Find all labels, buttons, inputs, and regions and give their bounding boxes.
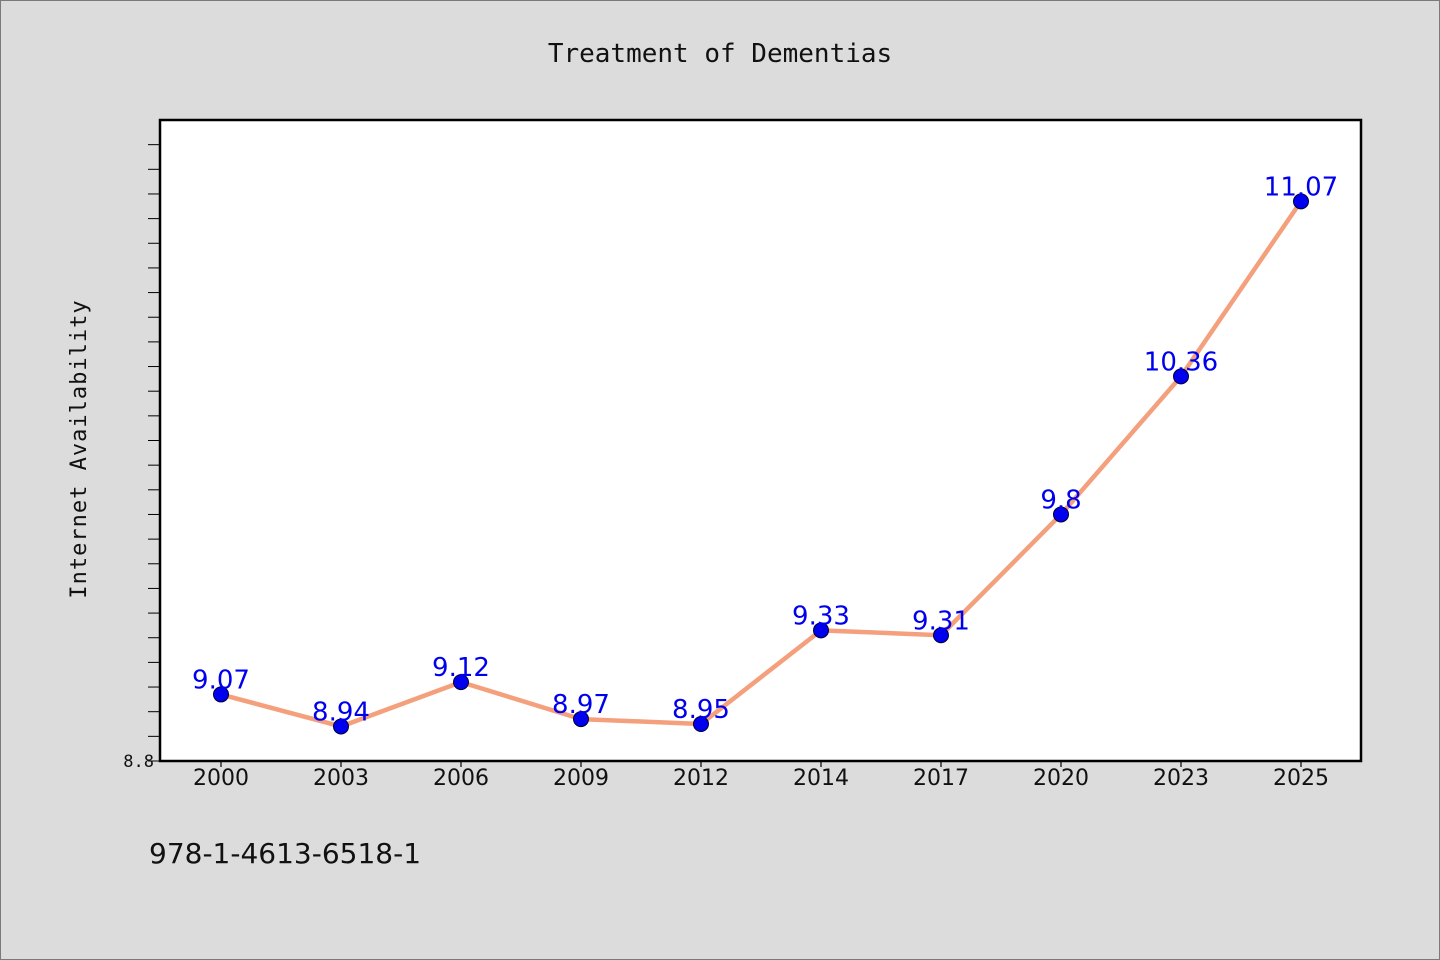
y-tick-label: 8.8 [123, 752, 154, 772]
x-tick-label: 2009 [553, 766, 609, 791]
x-tick-label: 2017 [913, 766, 969, 791]
plot-area [158, 118, 1363, 763]
data-point [333, 718, 349, 735]
footnote-isbn: 978-1-4613-6518-1 [149, 837, 421, 870]
x-tick-label: 2012 [673, 766, 729, 791]
data-point [813, 622, 829, 639]
y-axis-label: Internet Availability [67, 299, 92, 598]
data-markers [213, 193, 1309, 735]
x-tick-label: 2020 [1033, 766, 1089, 791]
series-line-group [218, 199, 1304, 729]
data-point [1173, 368, 1189, 385]
chart-title: Treatment of Dementias [548, 39, 892, 69]
data-point [213, 686, 229, 703]
data-label: 9.8 [1040, 485, 1081, 515]
x-tick-label: 2025 [1273, 766, 1329, 791]
data-label: 9.33 [792, 601, 850, 631]
data-point [573, 711, 589, 728]
data-label: 9.31 [912, 606, 970, 636]
data-label: 10.36 [1144, 347, 1218, 377]
data-point [1293, 193, 1309, 210]
x-tick-label: 2000 [193, 766, 249, 791]
data-label: 9.07 [192, 665, 250, 695]
data-label: 8.94 [312, 697, 370, 727]
data-point [693, 716, 709, 733]
x-tick-label: 2014 [793, 766, 849, 791]
data-label: 8.97 [552, 690, 610, 720]
data-point [453, 674, 469, 691]
data-label: 8.95 [672, 695, 730, 725]
series-line [218, 199, 1304, 729]
x-tick-label: 2006 [433, 766, 489, 791]
y-axis-ticks: 8.8 [123, 144, 160, 772]
data-label: 11.07 [1264, 172, 1338, 202]
data-point [933, 627, 949, 644]
x-tick-label: 2023 [1153, 766, 1209, 791]
x-tick-label: 2003 [313, 766, 369, 791]
data-point [1053, 506, 1069, 523]
x-axis-ticks: 2000 2003 2006 2009 2012 2014 2017 2020 2023 2025 [193, 761, 1329, 791]
data-label: 9.12 [432, 653, 490, 683]
data-labels: 9.07 8.94 9.12 8.97 8.95 9.33 9.31 9.8 10.36 11.0… [192, 172, 1338, 727]
